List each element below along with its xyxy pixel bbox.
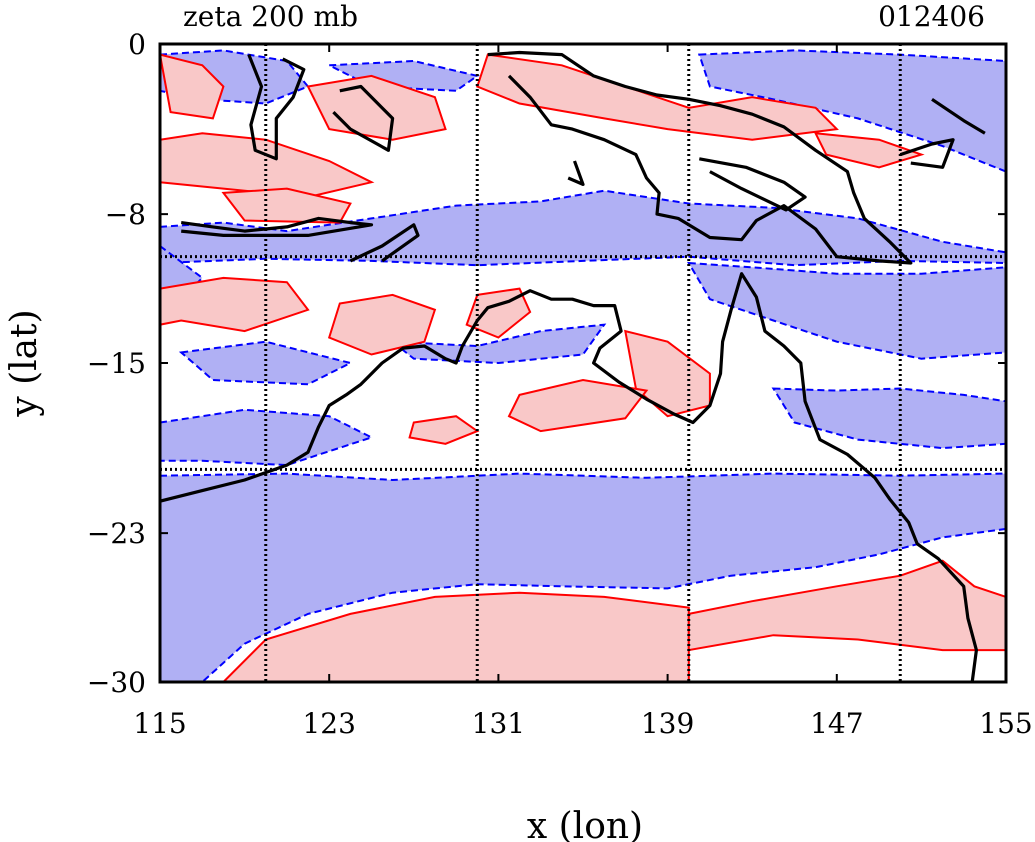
negative-region-4 bbox=[160, 189, 1006, 267]
x-axis-label: x (lon) bbox=[527, 806, 643, 842]
y-tick-label: −23 bbox=[87, 517, 146, 550]
y-tick-label: −15 bbox=[87, 347, 146, 380]
positive-region-13 bbox=[221, 591, 690, 682]
negative-region-6 bbox=[686, 261, 1006, 360]
y-tick-label: −30 bbox=[87, 666, 146, 699]
coastline-segment-6 bbox=[332, 84, 395, 152]
coastline-segment-10 bbox=[567, 160, 585, 186]
negative-region-11 bbox=[160, 472, 1006, 682]
coastline-segment-7 bbox=[699, 157, 807, 212]
positive-region-14 bbox=[687, 559, 1006, 652]
positive-region-7 bbox=[160, 276, 310, 333]
negative-vorticity-fills bbox=[160, 49, 1006, 682]
negative-region-7 bbox=[178, 340, 354, 386]
positive-region-1 bbox=[160, 53, 225, 120]
title-left: zeta 200 mb bbox=[183, 0, 358, 33]
positive-region-12 bbox=[408, 415, 480, 445]
positive-region-11 bbox=[507, 378, 649, 433]
x-tick-label: 123 bbox=[302, 707, 355, 740]
positive-region-9 bbox=[465, 287, 532, 339]
y-axis-ticks: 0 −8 −15 −23 −30 bbox=[87, 28, 1006, 699]
y-tick-label: 0 bbox=[128, 28, 146, 61]
coastline-segment-9 bbox=[931, 97, 986, 135]
y-axis-label: y (lat) bbox=[4, 309, 45, 417]
x-axis-ticks: 115 123 131 139 147 155 bbox=[133, 44, 1033, 740]
x-tick-label: 139 bbox=[641, 707, 694, 740]
coastline-segment-2 bbox=[487, 50, 913, 265]
lat-lon-grid bbox=[160, 44, 1006, 682]
coastline-segment-5 bbox=[247, 54, 306, 161]
y-tick-label: −8 bbox=[105, 198, 146, 231]
x-tick-label: 131 bbox=[472, 707, 525, 740]
x-tick-label: 147 bbox=[810, 707, 863, 740]
coastline-segment-4 bbox=[349, 223, 420, 263]
positive-region-8 bbox=[327, 293, 437, 356]
x-tick-label: 155 bbox=[979, 707, 1032, 740]
title-right: 012406 bbox=[878, 0, 985, 33]
x-tick-label: 115 bbox=[133, 707, 186, 740]
positive-region-3 bbox=[221, 187, 352, 224]
coastline-segment-8 bbox=[899, 138, 955, 169]
negative-region-10 bbox=[771, 387, 1006, 450]
negative-region-3 bbox=[697, 49, 1006, 173]
negative-region-8 bbox=[389, 323, 607, 365]
